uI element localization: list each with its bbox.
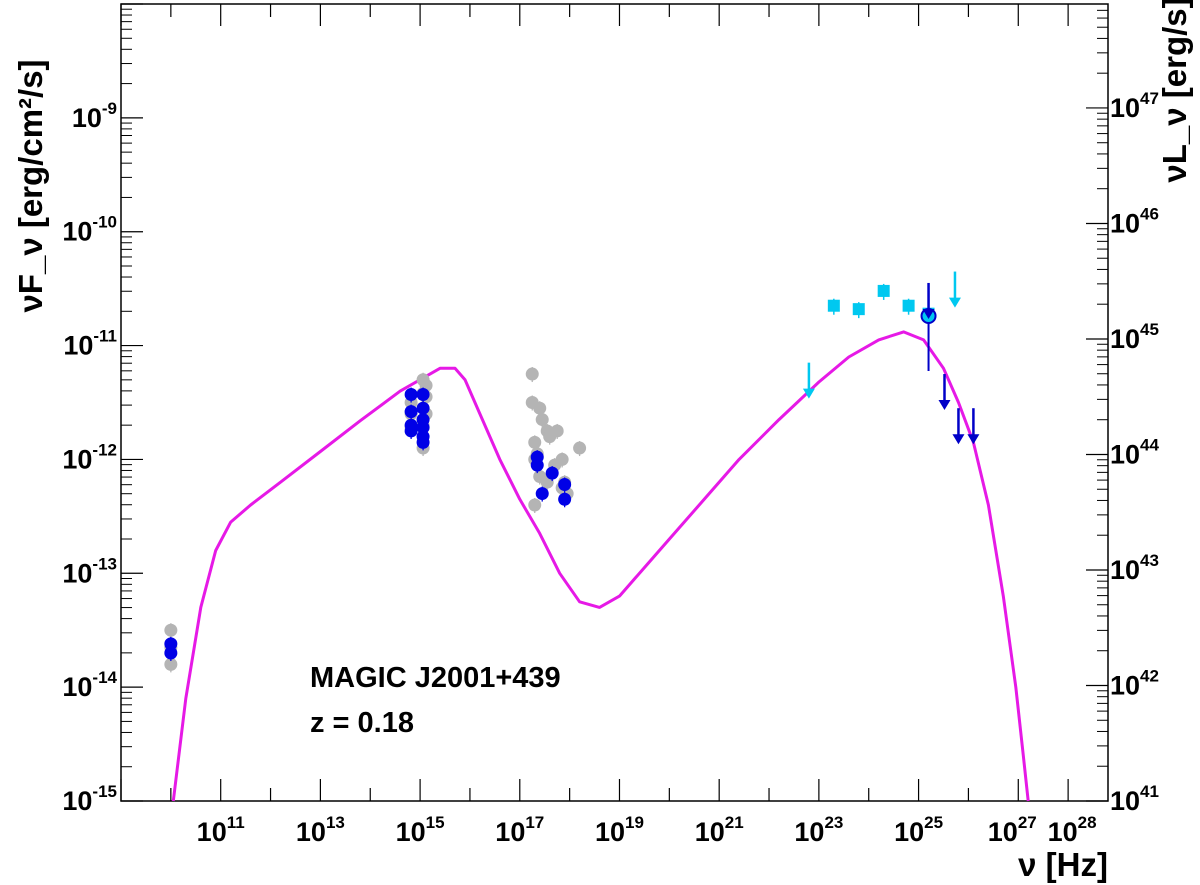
redshift-annotation: z = 0.18 — [310, 707, 414, 739]
simultaneous-point — [164, 637, 178, 651]
simultaneous-point — [416, 401, 430, 415]
fermi-square-point — [902, 299, 915, 312]
archival-point — [533, 401, 547, 415]
archival-point — [528, 435, 542, 449]
simultaneous-point — [416, 435, 430, 449]
y-tick-label: 10-13 — [62, 554, 117, 588]
upper-limit-arrowhead — [952, 434, 965, 445]
model-curve-layer — [171, 330, 1030, 802]
x-tick-label: 1027 — [988, 813, 1037, 847]
y-tick-label: 10-14 — [62, 668, 117, 702]
model-curve — [171, 330, 1030, 802]
source-name-annotation: MAGIC J2001+439 — [310, 662, 561, 694]
right-y-tick-label: 1045 — [1110, 320, 1159, 354]
right-axis-title: νL_ν [erg/s] — [1156, 0, 1193, 183]
upper-limit-arrowhead — [948, 297, 961, 308]
simultaneous-point — [416, 421, 430, 435]
left-axis-title: νF_ν [erg/cm²/s] — [12, 59, 49, 312]
fermi-square-point — [877, 284, 890, 297]
archival-point — [528, 498, 542, 512]
x-axis-title: ν [Hz] — [1018, 846, 1108, 883]
archival-point — [535, 413, 549, 427]
simultaneous-point — [164, 646, 178, 660]
upper-limit-arrowhead — [922, 308, 935, 319]
archival-point — [555, 452, 569, 466]
plot-frame — [120, 3, 1109, 802]
right-y-tick-label: 1046 — [1110, 204, 1159, 238]
x-tick-label: 1025 — [894, 813, 943, 847]
simultaneous-point — [530, 458, 544, 472]
x-tick-label: 1013 — [296, 813, 345, 847]
y-tick-label: 10-15 — [62, 782, 117, 816]
upper-limit-arrowhead — [938, 400, 951, 411]
y-tick-label: 10-9 — [72, 99, 117, 133]
x-tick-label: 1011 — [197, 813, 245, 847]
simultaneous-point — [404, 424, 418, 438]
simultaneous-point — [404, 405, 418, 419]
simultaneous-point — [558, 492, 572, 506]
simultaneous-point — [416, 388, 430, 402]
x-tick-label: 1015 — [396, 813, 445, 847]
right-y-tick-label: 1041 — [1110, 782, 1159, 816]
archival-point — [164, 623, 178, 637]
y-tick-label: 10-11 — [63, 327, 117, 361]
archival-point — [573, 441, 587, 455]
x-tick-label: 1017 — [495, 813, 544, 847]
upper-limit-arrowhead — [967, 434, 980, 445]
data-marks-layer — [164, 271, 980, 673]
simultaneous-point — [545, 466, 559, 480]
simultaneous-point — [535, 487, 549, 501]
x-tick-label: 1023 — [794, 813, 843, 847]
archival-point — [164, 657, 178, 671]
x-tick-label: 1021 — [695, 813, 744, 847]
upper-limit-arrowhead — [802, 388, 815, 399]
axis-ticks: 1011 1013 1015 1017 1019 1021 1023 1025 1027 1028… — [62, 3, 1160, 847]
right-y-tick-label: 1043 — [1110, 551, 1159, 585]
right-y-tick-label: 1042 — [1110, 666, 1159, 700]
simultaneous-point — [404, 388, 418, 402]
fermi-square-point — [827, 299, 840, 312]
y-tick-label: 10-12 — [62, 440, 117, 474]
archival-point — [533, 470, 547, 484]
right-y-tick-label: 1044 — [1110, 435, 1160, 469]
x-tick-label: 1028 — [1048, 813, 1097, 847]
simultaneous-point — [558, 477, 572, 491]
archival-point — [550, 424, 564, 438]
x-tick-label: 1019 — [595, 813, 644, 847]
right-y-tick-label: 1047 — [1110, 89, 1159, 123]
y-tick-label: 10-10 — [62, 213, 117, 247]
archival-point — [525, 367, 539, 381]
fermi-square-point — [852, 303, 865, 316]
